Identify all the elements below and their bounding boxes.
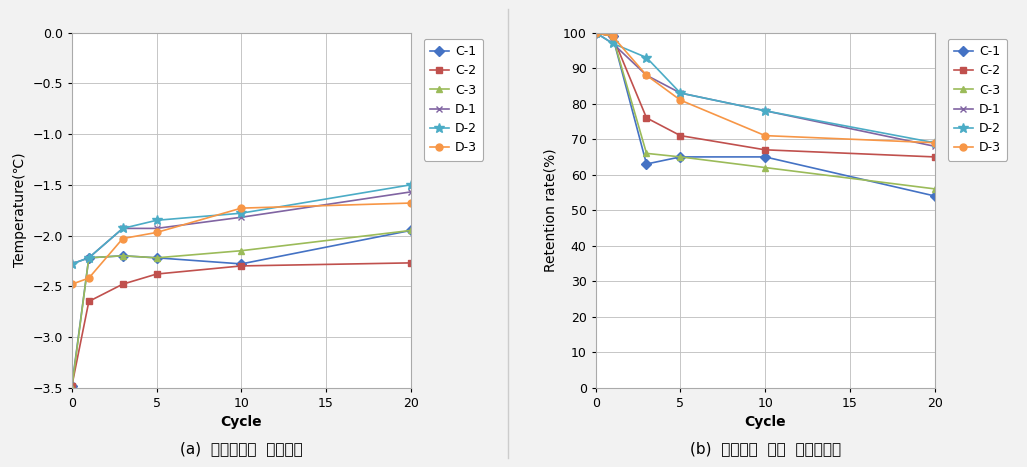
D-3 [589,30,602,35]
D-3 [117,236,129,241]
Line: D-2: D-2 [67,180,416,269]
C-2 [928,154,941,160]
D-1 [641,72,653,78]
Line: C-1: C-1 [593,29,938,199]
D-1 [66,261,78,267]
Text: (a)  대조편과의  온도차이: (a) 대조편과의 온도차이 [180,441,303,456]
D-2 [117,226,129,231]
C-3 [405,227,417,233]
Line: C-1: C-1 [69,227,414,389]
C-3 [66,385,78,390]
Line: D-1: D-1 [69,188,414,268]
D-2 [235,211,248,216]
D-1 [674,90,686,96]
C-3 [235,248,248,254]
C-1 [589,30,602,35]
X-axis label: Cycle: Cycle [221,415,262,429]
D-2 [641,55,653,60]
C-2 [235,263,248,269]
D-3 [928,140,941,146]
D-2 [928,140,941,146]
C-3 [606,34,618,39]
Line: D-3: D-3 [593,29,938,146]
C-1 [759,154,771,160]
C-1 [641,161,653,167]
C-1 [117,253,129,259]
D-3 [82,275,94,281]
C-3 [759,165,771,170]
X-axis label: Cycle: Cycle [745,415,786,429]
C-2 [606,34,618,39]
C-2 [674,133,686,138]
D-1 [235,214,248,220]
D-2 [759,108,771,113]
C-2 [589,30,602,35]
Line: C-2: C-2 [593,29,938,160]
D-2 [151,218,163,223]
D-1 [117,226,129,231]
Line: D-2: D-2 [591,28,940,148]
D-3 [759,133,771,138]
C-2 [759,147,771,153]
D-1 [759,108,771,113]
D-3 [66,282,78,287]
Line: C-3: C-3 [69,227,414,391]
C-2 [117,282,129,287]
C-1 [235,261,248,267]
D-2 [606,41,618,46]
D-3 [674,97,686,103]
D-2 [674,90,686,96]
D-3 [405,200,417,206]
C-1 [928,193,941,199]
D-2 [405,182,417,188]
C-1 [405,227,417,233]
Legend: C-1, C-2, C-3, D-1, D-2, D-3: C-1, C-2, C-3, D-1, D-2, D-3 [424,39,484,161]
D-3 [641,72,653,78]
C-3 [589,30,602,35]
C-1 [151,255,163,261]
C-1 [82,255,94,261]
C-2 [66,383,78,389]
D-2 [589,30,602,35]
C-1 [66,383,78,389]
C-2 [405,260,417,266]
D-3 [606,34,618,39]
D-3 [151,230,163,235]
C-3 [641,150,653,156]
C-3 [674,154,686,160]
Text: (b)  초기상태  대비  성능유지율: (b) 초기상태 대비 성능유지율 [689,441,841,456]
Y-axis label: Retention rate(%): Retention rate(%) [543,149,558,272]
D-1 [606,41,618,46]
C-2 [641,115,653,120]
C-3 [151,255,163,261]
C-3 [928,186,941,191]
Line: C-2: C-2 [69,259,414,389]
Y-axis label: Temperature(℃): Temperature(℃) [12,153,27,268]
C-2 [151,271,163,277]
D-1 [405,189,417,195]
C-3 [117,253,129,259]
C-3 [82,255,94,261]
D-2 [82,255,94,261]
Line: C-3: C-3 [593,29,938,192]
Line: D-1: D-1 [593,29,938,150]
D-1 [589,30,602,35]
C-2 [82,298,94,304]
D-2 [66,261,78,267]
C-1 [606,34,618,39]
Legend: C-1, C-2, C-3, D-1, D-2, D-3: C-1, C-2, C-3, D-1, D-2, D-3 [948,39,1007,161]
D-1 [928,143,941,149]
D-3 [235,205,248,211]
D-1 [82,255,94,261]
C-1 [674,154,686,160]
D-1 [151,226,163,231]
Line: D-3: D-3 [69,199,414,288]
